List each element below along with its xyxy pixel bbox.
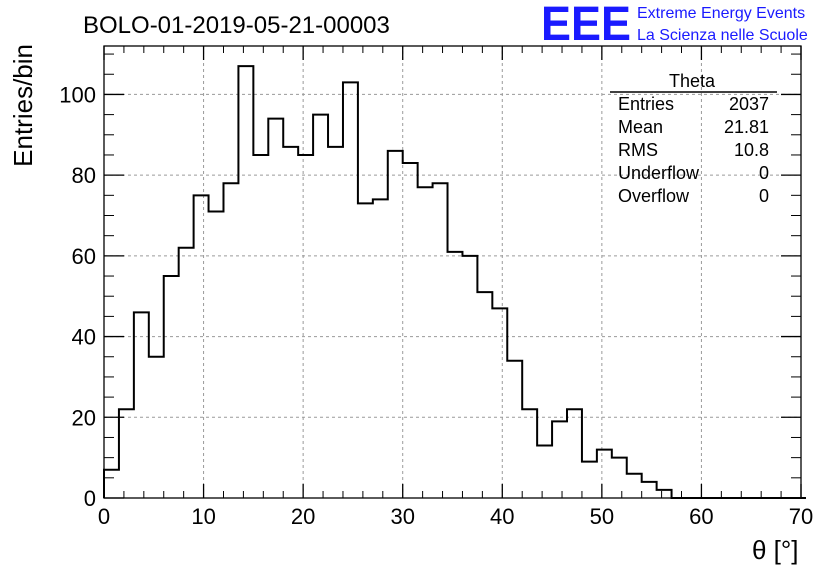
x-tick-label: 70	[789, 504, 813, 529]
histogram-bin	[462, 256, 477, 498]
histogram-bin	[552, 421, 567, 498]
histogram-bin	[343, 82, 358, 498]
eee-logo-mark: EEE	[541, 0, 631, 51]
chart-title: BOLO-01-2019-05-21-00003	[83, 12, 390, 39]
histogram-bin	[358, 203, 373, 498]
histogram-bin	[567, 409, 582, 498]
histogram-bin	[253, 155, 268, 498]
histogram-bin	[134, 312, 149, 498]
plot-frame	[103, 45, 802, 499]
stats-box-title: Theta	[669, 71, 716, 91]
stats-row-label: Overflow	[618, 186, 690, 206]
x-tick-label: 10	[191, 504, 215, 529]
histogram-outline	[103, 65, 806, 499]
stats-row-value: 2037	[729, 94, 769, 114]
x-tick-label: 0	[98, 504, 110, 529]
histogram-bin	[537, 446, 552, 498]
histogram-bin	[238, 66, 253, 498]
histogram-bin	[388, 151, 403, 498]
histogram-bin	[418, 187, 433, 498]
x-tick-label: 30	[390, 504, 414, 529]
y-tick-label: 80	[72, 163, 96, 188]
stats-row-label: RMS	[618, 140, 658, 160]
tick-labels: 0 10 20 30 40 50 60 70 0 20 40 60 80 100	[59, 82, 813, 529]
y-tick-label: 60	[72, 244, 96, 269]
eee-logo: EEE Extreme Energy Events La Scienza nel…	[541, 0, 808, 51]
histogram-bin	[597, 450, 612, 498]
y-axis-label: Entries/bin	[8, 44, 38, 167]
y-tick-label: 0	[84, 486, 96, 511]
histogram-bin	[522, 409, 537, 498]
stats-row-label: Entries	[618, 94, 674, 114]
histogram-bin	[507, 361, 522, 498]
stats-row-label: Mean	[618, 117, 663, 137]
y-tick-label: 100	[59, 82, 96, 107]
x-axis-label: θ [°]	[752, 535, 799, 565]
x-tick-label: 60	[689, 504, 713, 529]
stats-row-value: 0	[759, 163, 769, 183]
histogram-bin	[268, 119, 283, 498]
histogram-bin	[179, 248, 194, 498]
histogram-bin	[657, 490, 672, 498]
histogram-bin	[403, 163, 418, 498]
histogram-bin	[298, 155, 313, 498]
histogram-bin	[209, 211, 224, 498]
histogram-bins	[104, 66, 672, 498]
stats-rows: Entries 2037 Mean 21.81 RMS 10.8 Underflow 0 Ove…	[618, 94, 769, 206]
histogram-bin	[223, 183, 238, 498]
histogram-bin	[627, 474, 642, 498]
histogram-bin	[119, 409, 134, 498]
histogram-bin	[104, 470, 119, 498]
y-tick-label: 20	[72, 405, 96, 430]
x-tick-label: 40	[490, 504, 514, 529]
histogram-bin	[164, 276, 179, 498]
histogram-bin	[448, 252, 463, 498]
stats-row-value: 21.81	[724, 117, 769, 137]
histogram-bin	[492, 308, 507, 498]
histogram-bin	[582, 462, 597, 498]
histogram-bin	[194, 195, 209, 498]
stats-box: Theta Entries 2037 Mean 21.81 RMS 10.8 Underfl…	[610, 71, 777, 206]
histogram-bin	[313, 115, 328, 498]
grid-lines	[104, 46, 801, 498]
histogram-bin	[328, 147, 343, 498]
histogram-bin	[373, 199, 388, 498]
histogram-bin	[612, 458, 627, 498]
stats-row-value: 10.8	[734, 140, 769, 160]
x-tick-label: 20	[291, 504, 315, 529]
histogram-bin	[433, 183, 448, 498]
stats-row-label: Underflow	[618, 163, 700, 183]
histogram-bin	[642, 482, 657, 498]
logo-line-1: Extreme Energy Events	[637, 5, 805, 22]
histogram-bin	[477, 292, 492, 498]
stats-row-value: 0	[759, 186, 769, 206]
logo-line-2: La Scienza nelle Scuole	[637, 27, 808, 44]
x-tick-label: 50	[590, 504, 614, 529]
histogram-bin	[283, 147, 298, 498]
y-tick-label: 40	[72, 325, 96, 350]
histogram-bin	[149, 357, 164, 498]
